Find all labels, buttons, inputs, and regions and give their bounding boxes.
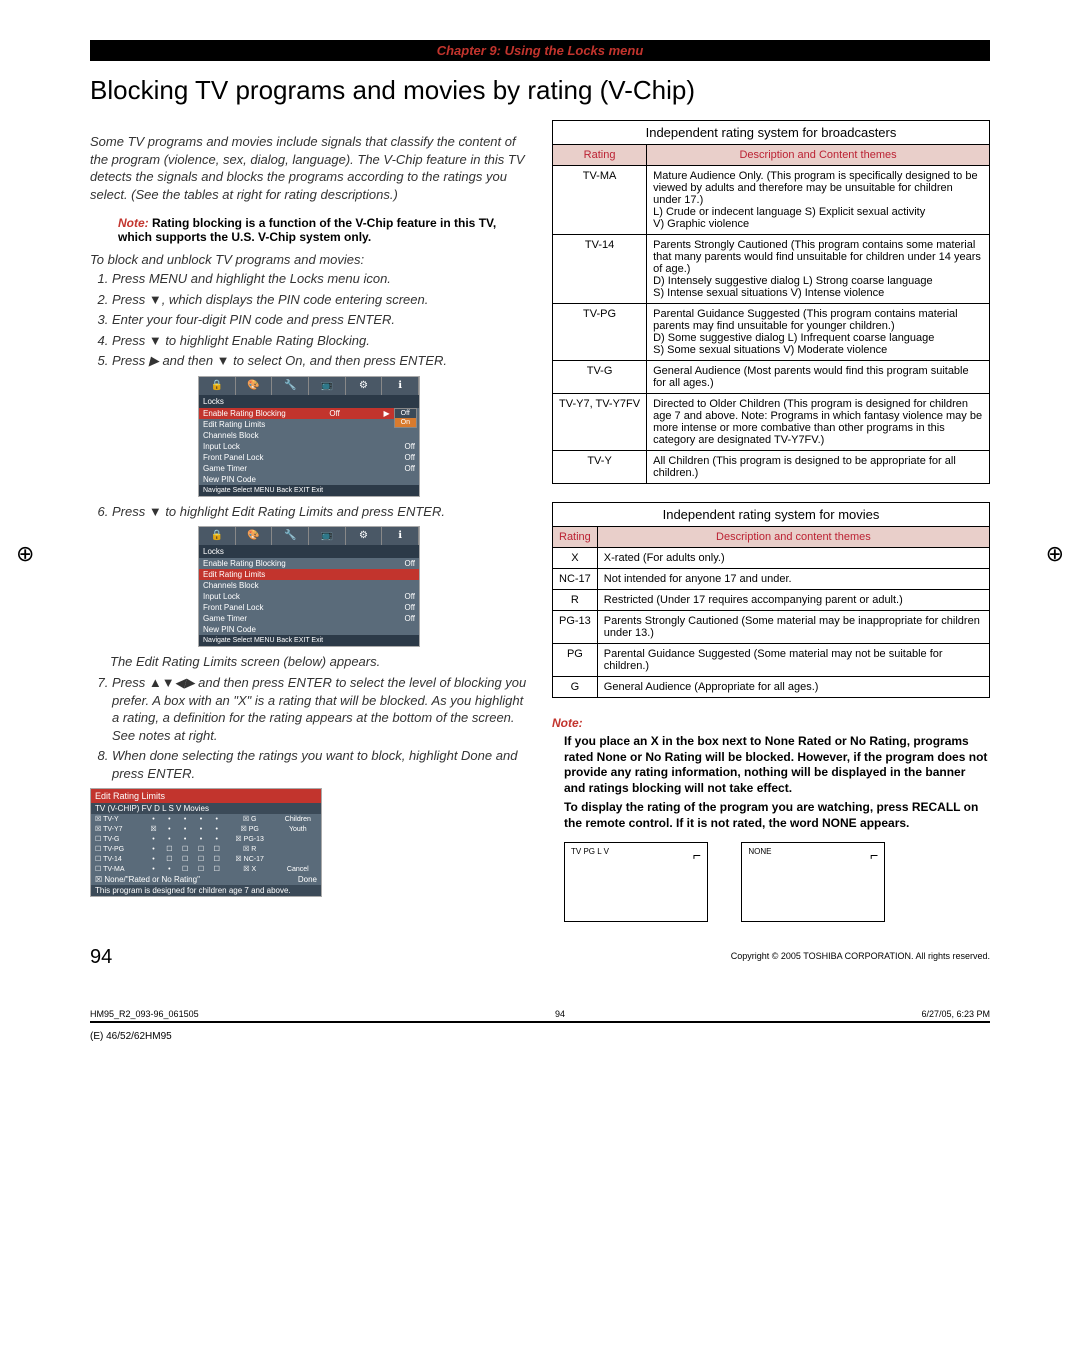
footer-meta: HM95_R2_093-96_061505946/27/05, 6:23 PM xyxy=(90,1009,990,1019)
note-text: Rating blocking is a function of the V-C… xyxy=(118,216,496,244)
step-5: Press ▶ and then ▼ to select On, and the… xyxy=(112,352,528,370)
chapter-bar: Chapter 9: Using the Locks menu xyxy=(90,40,990,61)
rating-box-1: TV PG L V⌐ xyxy=(564,842,708,922)
procedure-heading: To block and unblock TV programs and mov… xyxy=(90,252,528,267)
step-3: Enter your four-digit PIN code and press… xyxy=(112,311,528,329)
edit-rating-screenshot: Edit Rating Limits TV (V-CHIP) FV D L S … xyxy=(90,788,322,897)
step-6: Press ▼ to highlight Edit Rating Limits … xyxy=(112,503,528,521)
notes-section: Note: If you place an X in the box next … xyxy=(552,716,990,922)
broadcaster-rating-table: Independent rating system for broadcaste… xyxy=(552,120,990,484)
crosshair-right: ⊕ xyxy=(1046,541,1064,567)
locks-screenshot-2: 🔒🎨🔧📺⚙ℹ Locks Enable Rating BlockingOff E… xyxy=(198,526,420,647)
copyright: Copyright © 2005 TOSHIBA CORPORATION. Al… xyxy=(90,951,990,961)
step-4: Press ▼ to highlight Enable Rating Block… xyxy=(112,332,528,350)
rating-box-2: NONE⌐ xyxy=(741,842,885,922)
movie-rating-table: Independent rating system for movies Rat… xyxy=(552,502,990,698)
step-2: Press ▼, which displays the PIN code ent… xyxy=(112,291,528,309)
note-label: Note: xyxy=(118,216,149,230)
step-7: Press ▲▼◀▶ and then press ENTER to selec… xyxy=(112,674,528,744)
intro-text: Some TV programs and movies include sign… xyxy=(90,133,528,203)
step-8: When done selecting the ratings you want… xyxy=(112,747,528,782)
page-title: Blocking TV programs and movies by ratin… xyxy=(90,75,990,106)
step-1: Press MENU and highlight the Locks menu … xyxy=(112,270,528,288)
caption-1: The Edit Rating Limits screen (below) ap… xyxy=(110,653,528,671)
crosshair-left: ⊕ xyxy=(16,541,34,567)
model-number: (E) 46/52/62HM95 xyxy=(90,1031,990,1042)
locks-screenshot-1: 🔒🎨🔧📺⚙ℹ Locks OffOn Enable Rating Blockin… xyxy=(198,376,420,497)
